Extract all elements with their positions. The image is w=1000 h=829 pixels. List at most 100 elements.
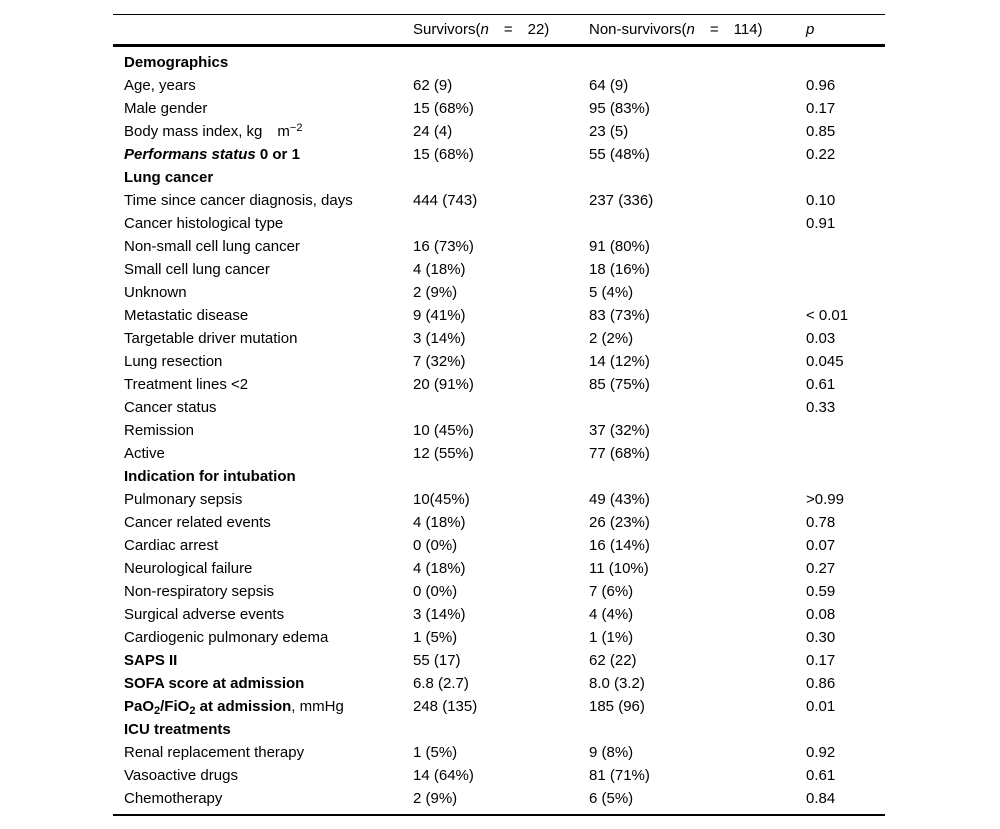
row-label: SAPS II (113, 649, 413, 672)
table-row: SAPS II 55 (17) 62 (22) 0.17 (113, 649, 885, 672)
text-segment: −2 (289, 122, 303, 134)
row-label: Active (113, 442, 413, 465)
cell-nonsurvivors: 5 (4%) (589, 284, 634, 301)
text-segment: Targetable driver mutation (124, 330, 298, 347)
cell-nonsurvivors: 11 (10%) (589, 560, 649, 577)
cell-p-value: 0.78 (806, 514, 836, 531)
row-label: Surgical adverse events (113, 603, 413, 626)
cell-p-value: 0.85 (806, 123, 836, 140)
cell-nonsurvivors: 85 (75%) (589, 376, 650, 393)
comparison-table-container: Survivors(n = 22) Non-survivors(n = 114)… (113, 14, 885, 816)
cell-nonsurvivors (589, 166, 806, 189)
table-row: Male gender 15 (68%) 95 (83%) 0.17 (113, 97, 885, 120)
header-col-survivors: Survivors(n = 22) (413, 14, 589, 47)
table-row: ICU treatments (113, 718, 885, 741)
row-label: Vasoactive drugs (113, 764, 413, 787)
cell-nonsurvivors: 7 (6%) (589, 583, 634, 600)
cell-survivors: 4 (18%) (413, 261, 466, 278)
table-row: Cardiac arrest 0 (0%) 16 (14%) 0.07 (113, 534, 885, 557)
cell-survivors: 2 (9%) (413, 790, 458, 807)
cell-nonsurvivors: 14 (12%) (589, 353, 650, 370)
cell-p-value (806, 718, 885, 741)
table-row: Cancer histological type 0.91 (113, 212, 885, 235)
row-label: SOFA score at admission (113, 672, 413, 695)
cell-nonsurvivors: 185 (96) (589, 698, 645, 715)
row-label: Pulmonary sepsis (113, 488, 413, 511)
text-segment: Lung resection (124, 353, 223, 370)
text-segment: m (277, 123, 290, 140)
row-label: Cancer related events (113, 511, 413, 534)
cell-p-value (806, 419, 885, 442)
cell-p-value: 0.10 (806, 192, 836, 209)
cell-p-value: 0.03 (806, 330, 836, 347)
cell-p-value: 0.96 (806, 77, 836, 94)
table-row: Targetable driver mutation 3 (14%) 2 (2%) 0… (113, 327, 885, 350)
row-label: Targetable driver mutation (113, 327, 413, 350)
cell-nonsurvivors (589, 212, 806, 235)
text-segment: = 114) (694, 21, 763, 38)
cell-nonsurvivors (589, 718, 806, 741)
text-segment: Chemotherapy (124, 790, 223, 807)
text-segment: = 22) (488, 21, 550, 38)
cell-p-value: 0.92 (806, 744, 836, 761)
cell-survivors: 7 (32%) (413, 353, 466, 370)
cell-p-value: 0.27 (806, 560, 836, 577)
table-row: PaO2/FiO2 at admission, mmHg 248 (135) 185… (113, 695, 885, 718)
table-row: Time since cancer diagnosis, days 444 (74… (113, 189, 885, 212)
row-label: Chemotherapy (113, 787, 413, 815)
text-segment: Cancer status (124, 399, 217, 416)
row-label: Metastatic disease (113, 304, 413, 327)
table-row: Lung cancer (113, 166, 885, 189)
text-segment: Non-respiratory sepsis (124, 583, 275, 600)
cell-nonsurvivors: 1 (1%) (589, 629, 634, 646)
cell-nonsurvivors: 4 (4%) (589, 606, 634, 623)
row-label: Cancer status (113, 396, 413, 419)
text-segment: Lung cancer (124, 169, 214, 186)
cell-p-value: 0.84 (806, 790, 836, 807)
text-segment: Survivors( (413, 21, 481, 38)
table-row: Chemotherapy 2 (9%) 6 (5%) 0.84 (113, 787, 885, 815)
row-label: Indication for intubation (113, 465, 413, 488)
table-row: Metastatic disease 9 (41%) 83 (73%) < 0.01 (113, 304, 885, 327)
cell-p-value (806, 46, 885, 75)
text-segment: Performans status (124, 146, 256, 163)
cell-survivors (413, 46, 589, 75)
cell-p-value: 0.91 (806, 215, 836, 232)
cell-survivors: 16 (73%) (413, 238, 474, 255)
cell-survivors: 2 (9%) (413, 284, 458, 301)
table-row: Cancer status 0.33 (113, 396, 885, 419)
cell-survivors (413, 166, 589, 189)
cell-survivors (413, 465, 589, 488)
cell-survivors: 444 (743) (413, 192, 478, 209)
cell-p-value: < 0.01 (806, 307, 849, 324)
text-segment: 2 (154, 705, 161, 717)
cell-survivors: 14 (64%) (413, 767, 474, 784)
text-segment: Treatment lines <2 (124, 376, 249, 393)
row-label: PaO2/FiO2 at admission, mmHg (113, 695, 413, 718)
cell-nonsurvivors: 83 (73%) (589, 307, 650, 324)
cell-survivors: 10(45%) (413, 491, 470, 508)
text-segment: Small cell lung cancer (124, 261, 270, 278)
table-row: Remission 10 (45%) 37 (32%) (113, 419, 885, 442)
row-label: Time since cancer diagnosis, days (113, 189, 413, 212)
cell-survivors (413, 212, 589, 235)
text-segment: Cardiogenic pulmonary edema (124, 629, 329, 646)
text-segment: at admission (195, 698, 292, 715)
row-label: Male gender (113, 97, 413, 120)
cell-nonsurvivors: 49 (43%) (589, 491, 650, 508)
row-label: Lung resection (113, 350, 413, 373)
cell-nonsurvivors (589, 46, 806, 75)
text-segment: Body mass index, kg (124, 123, 278, 140)
header-row: Survivors(n = 22) Non-survivors(n = 114)… (113, 14, 885, 47)
table-row: Non-respiratory sepsis 0 (0%) 7 (6%) 0.59 (113, 580, 885, 603)
row-label: Age, years (113, 74, 413, 97)
cell-nonsurvivors: 26 (23%) (589, 514, 650, 531)
cell-p-value (806, 442, 885, 465)
text-segment: Demographics (124, 54, 229, 71)
table-row: Neurological failure 4 (18%) 11 (10%) 0.27 (113, 557, 885, 580)
cell-p-value (806, 465, 885, 488)
row-label: Non-small cell lung cancer (113, 235, 413, 258)
table-row: Vasoactive drugs 14 (64%) 81 (71%) 0.61 (113, 764, 885, 787)
table-row: SOFA score at admission 6.8 (2.7) 8.0 (3.2… (113, 672, 885, 695)
table-row: Lung resection 7 (32%) 14 (12%) 0.045 (113, 350, 885, 373)
